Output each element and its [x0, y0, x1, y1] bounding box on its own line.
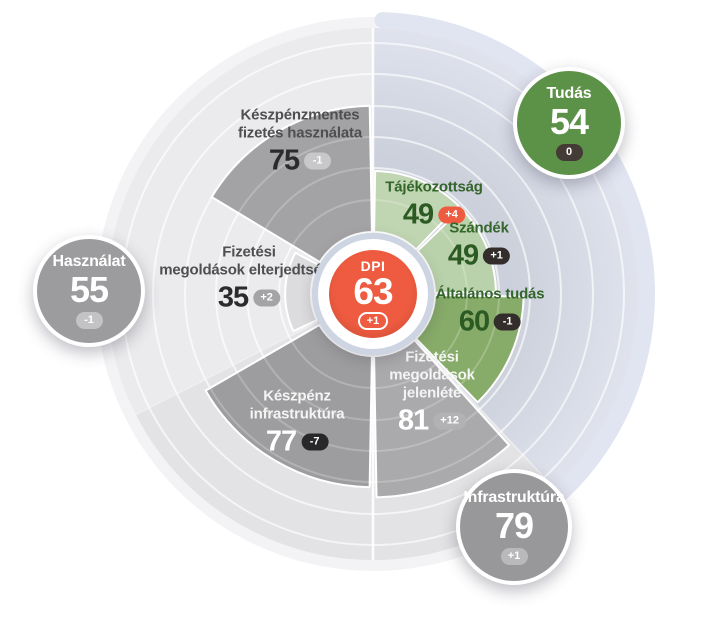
- dpi-value: 63: [353, 270, 393, 312]
- change-badge: -1: [75, 312, 103, 329]
- dpi-center: DPI 63 +1: [312, 233, 434, 355]
- change-badge: 0: [555, 144, 583, 161]
- dpi-center-disc: DPI 63 +1: [329, 250, 417, 338]
- sector-divider: [414, 338, 555, 490]
- pillar-value: 54: [549, 101, 589, 142]
- pillar-name: Infrastruktúra: [463, 489, 565, 506]
- pillar-circle-hasznalat: Használat 55 -1: [33, 235, 145, 347]
- pillar-value: 55: [69, 269, 109, 310]
- dpi-center-ring: DPI 63 +1: [318, 239, 428, 349]
- pillar-circle-infrastruktura: Infrastruktúra 79 +1: [456, 469, 572, 585]
- wedge-4: [204, 324, 373, 489]
- change-badge: +1: [357, 311, 389, 330]
- pillar-circle-tudas: Tudás 54 0: [513, 67, 625, 179]
- dpi-label: DPI: [360, 257, 386, 274]
- wedge-0: [373, 170, 460, 251]
- pillar-name: Használat: [52, 253, 126, 270]
- pillar-name: Tudás: [546, 85, 592, 102]
- sector-divider: [135, 321, 319, 416]
- change-badge: +1: [500, 548, 528, 565]
- pillar-value: 79: [494, 505, 534, 546]
- wedge-1: [416, 207, 497, 294]
- knowledge-outer-glow: [374, 12, 655, 515]
- wedge-5: [284, 251, 320, 333]
